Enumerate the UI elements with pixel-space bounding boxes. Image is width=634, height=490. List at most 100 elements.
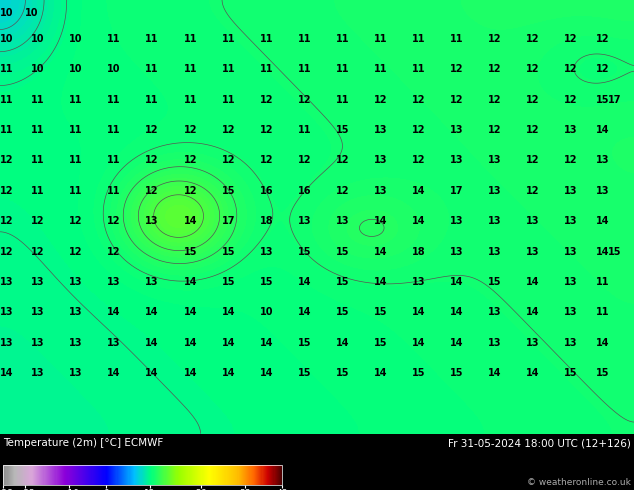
Text: 10: 10 xyxy=(0,8,13,18)
Text: 14: 14 xyxy=(450,338,463,347)
Text: 14: 14 xyxy=(145,307,159,317)
Text: 13: 13 xyxy=(69,368,83,378)
Text: 15: 15 xyxy=(183,246,197,257)
Text: 12: 12 xyxy=(297,95,311,105)
Text: 12: 12 xyxy=(411,155,425,166)
Text: 12: 12 xyxy=(526,34,540,44)
Text: 13: 13 xyxy=(564,216,578,226)
Text: 13: 13 xyxy=(450,125,463,135)
Text: 12: 12 xyxy=(107,246,121,257)
Text: 17: 17 xyxy=(221,216,235,226)
Text: 15: 15 xyxy=(450,368,463,378)
Text: 11: 11 xyxy=(145,34,159,44)
Text: 10: 10 xyxy=(69,64,83,74)
Text: 11: 11 xyxy=(335,95,349,105)
Text: 13: 13 xyxy=(297,216,311,226)
Text: 12: 12 xyxy=(564,34,578,44)
Text: 11: 11 xyxy=(107,186,121,196)
Text: 15: 15 xyxy=(335,307,349,317)
Text: 11: 11 xyxy=(69,95,83,105)
Text: 15: 15 xyxy=(335,125,349,135)
Text: 14: 14 xyxy=(259,368,273,378)
Text: 14: 14 xyxy=(595,338,609,347)
Text: 11: 11 xyxy=(107,34,121,44)
Text: 15: 15 xyxy=(335,368,349,378)
Text: 14: 14 xyxy=(221,307,235,317)
Text: 11: 11 xyxy=(373,34,387,44)
Text: 16: 16 xyxy=(259,186,273,196)
Text: 14: 14 xyxy=(373,246,387,257)
Text: Temperature (2m) [°C] ECMWF: Temperature (2m) [°C] ECMWF xyxy=(3,438,164,448)
Text: 15: 15 xyxy=(221,186,235,196)
Text: 14: 14 xyxy=(488,368,501,378)
Text: 13: 13 xyxy=(69,338,83,347)
Text: 12: 12 xyxy=(564,155,578,166)
Text: 14: 14 xyxy=(145,368,159,378)
Text: 14: 14 xyxy=(450,277,463,287)
Text: 10: 10 xyxy=(107,64,121,74)
Text: 14: 14 xyxy=(221,338,235,347)
Text: 12: 12 xyxy=(526,155,540,166)
Text: 13: 13 xyxy=(526,246,540,257)
Text: 14: 14 xyxy=(183,216,197,226)
Text: 11: 11 xyxy=(335,34,349,44)
Text: 13: 13 xyxy=(107,338,121,347)
Text: 13: 13 xyxy=(31,307,45,317)
Text: 11: 11 xyxy=(69,125,83,135)
Text: 14: 14 xyxy=(183,277,197,287)
Text: 14: 14 xyxy=(450,307,463,317)
Text: 12: 12 xyxy=(221,155,235,166)
Text: 12: 12 xyxy=(335,186,349,196)
Text: 12: 12 xyxy=(450,64,463,74)
Text: 11: 11 xyxy=(183,95,197,105)
Text: 11: 11 xyxy=(259,64,273,74)
Text: 13: 13 xyxy=(259,246,273,257)
Text: 11: 11 xyxy=(107,95,121,105)
Text: 11: 11 xyxy=(31,125,45,135)
Text: 11: 11 xyxy=(297,34,311,44)
Text: 13: 13 xyxy=(373,125,387,135)
Text: 12: 12 xyxy=(526,64,540,74)
Text: 12: 12 xyxy=(488,34,501,44)
Text: 15: 15 xyxy=(595,95,609,105)
Text: 11: 11 xyxy=(221,34,235,44)
Text: 13: 13 xyxy=(31,338,45,347)
Text: 14: 14 xyxy=(526,277,540,287)
Text: 13: 13 xyxy=(488,338,501,347)
Text: 13: 13 xyxy=(31,277,45,287)
Text: 15: 15 xyxy=(221,277,235,287)
Text: 12: 12 xyxy=(31,216,45,226)
Text: 12: 12 xyxy=(221,125,235,135)
Text: 15: 15 xyxy=(297,338,311,347)
Text: 11: 11 xyxy=(0,95,13,105)
Text: 13: 13 xyxy=(335,216,349,226)
Text: 11: 11 xyxy=(411,64,425,74)
Text: 13: 13 xyxy=(564,246,578,257)
Text: 12: 12 xyxy=(488,125,501,135)
Text: 13: 13 xyxy=(0,338,13,347)
Text: 10: 10 xyxy=(259,307,273,317)
Text: 12: 12 xyxy=(595,64,609,74)
Text: 11: 11 xyxy=(31,155,45,166)
Text: 11: 11 xyxy=(183,64,197,74)
Text: 14: 14 xyxy=(107,307,121,317)
Text: 10: 10 xyxy=(0,34,13,44)
Text: 13: 13 xyxy=(145,216,159,226)
Text: 11: 11 xyxy=(297,125,311,135)
Text: Fr 31-05-2024 18:00 UTC (12+126): Fr 31-05-2024 18:00 UTC (12+126) xyxy=(448,438,631,448)
Text: 11: 11 xyxy=(297,64,311,74)
Text: 11: 11 xyxy=(183,34,197,44)
Text: 13: 13 xyxy=(145,277,159,287)
Text: 11: 11 xyxy=(107,155,121,166)
Text: 11: 11 xyxy=(31,95,45,105)
Text: 17: 17 xyxy=(450,186,463,196)
Text: 13: 13 xyxy=(450,216,463,226)
Text: 14: 14 xyxy=(595,125,609,135)
Text: 13: 13 xyxy=(488,155,501,166)
Text: 13: 13 xyxy=(526,216,540,226)
Text: 11: 11 xyxy=(0,125,13,135)
Text: 12: 12 xyxy=(526,186,540,196)
Text: 18: 18 xyxy=(411,246,425,257)
Text: 13: 13 xyxy=(564,186,578,196)
Text: 11: 11 xyxy=(450,34,463,44)
